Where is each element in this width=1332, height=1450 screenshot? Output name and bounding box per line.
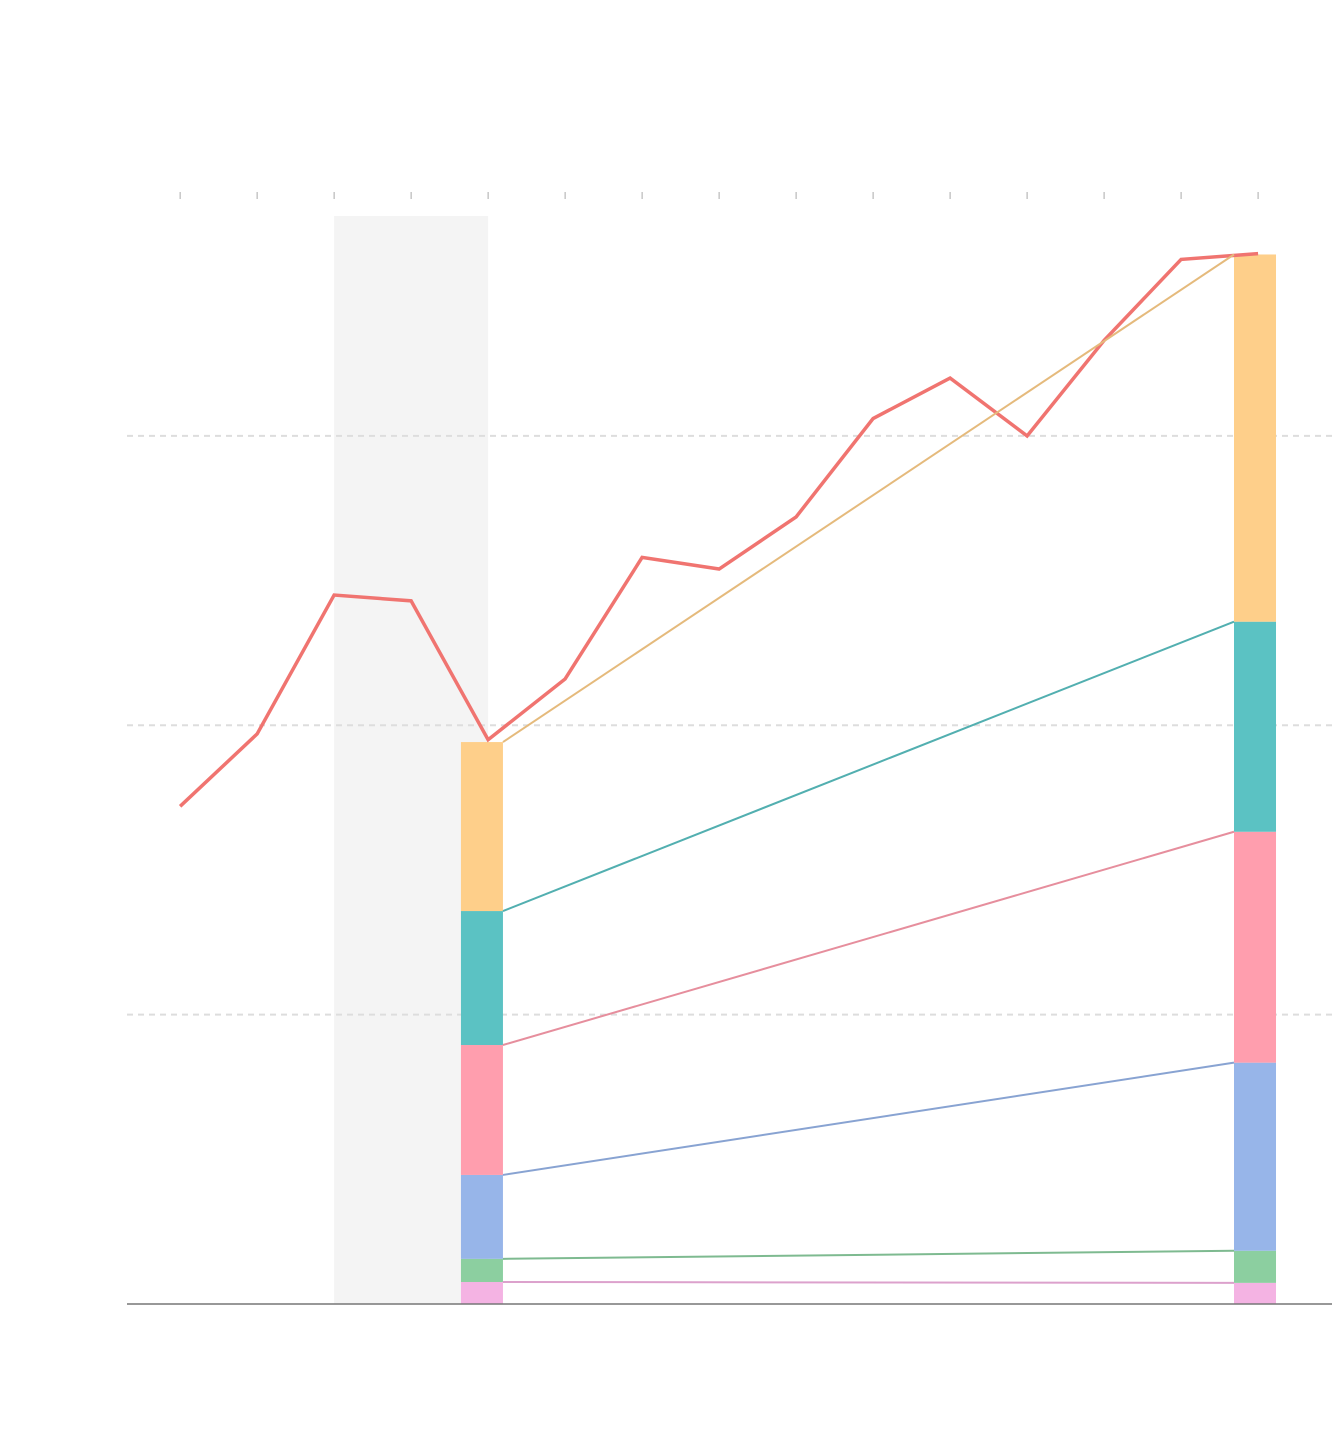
- connector-line: [502, 1061, 1235, 1176]
- bar-layer: [460, 254, 1277, 1304]
- bar-segment: [1234, 831, 1277, 1063]
- bar-segment: [1234, 1250, 1277, 1283]
- connector-line: [502, 1249, 1235, 1260]
- bar-segment: [460, 742, 503, 912]
- grid-layer: [127, 192, 1332, 1016]
- bar-segment: [1234, 254, 1277, 622]
- bar-segment: [460, 1258, 503, 1283]
- line-layer: [127, 251, 1332, 1305]
- bar-segment: [460, 1282, 503, 1304]
- bar-segment: [460, 911, 503, 1046]
- bar-segment: [1234, 621, 1277, 832]
- bar-segment: [460, 1045, 503, 1175]
- connector-line: [502, 253, 1235, 743]
- connector-line: [502, 830, 1235, 1046]
- bar-segment: [460, 1174, 503, 1259]
- bar-segment: [1234, 1282, 1277, 1304]
- bar-segment: [1234, 1062, 1277, 1251]
- data-line: [178, 251, 1259, 808]
- connector-line: [502, 620, 1235, 912]
- connector-line: [502, 1281, 1235, 1284]
